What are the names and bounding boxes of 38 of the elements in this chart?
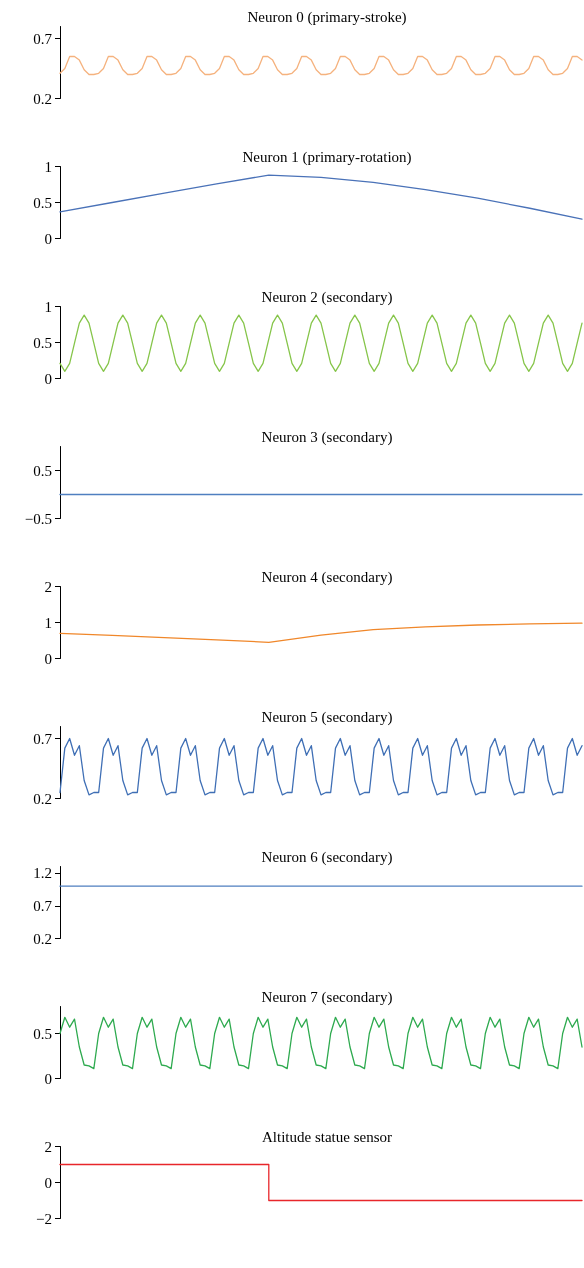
y-tick-label: 0.7 [33, 30, 53, 47]
y-tick-label: 0 [44, 1070, 52, 1087]
y-tick-label: 1 [44, 614, 52, 631]
chart-title: Neuron 0 (primary-stroke) [247, 8, 407, 26]
chart-title: Neuron 6 (secondary) [261, 848, 393, 866]
y-tick-label: 0.2 [33, 930, 52, 947]
chart-title: Neuron 3 (secondary) [261, 428, 393, 446]
y-tick-label: 0.2 [33, 90, 52, 107]
y-tick-label: 0 [44, 650, 52, 667]
y-tick-label: −2 [36, 1210, 52, 1227]
chart-title: Neuron 7 (secondary) [261, 988, 393, 1006]
line-series [59, 314, 583, 372]
chart-title: Altitude statue sensor [262, 1128, 392, 1145]
line-series [59, 737, 583, 796]
y-tick-label: 0.5 [33, 462, 52, 479]
y-tick-label: 1 [44, 158, 52, 175]
chart-title: Neuron 4 (secondary) [261, 568, 393, 586]
y-tick-label: 2 [44, 578, 52, 595]
y-tick-label: 0 [44, 370, 52, 387]
y-tick-label: 0.7 [33, 730, 53, 747]
y-tick-label: −0.5 [24, 510, 52, 527]
y-tick-label: 0.2 [33, 790, 52, 807]
line-series [59, 174, 583, 220]
y-tick-label: 0 [44, 230, 52, 247]
chart-title: Neuron 2 (secondary) [261, 288, 393, 306]
line-series [59, 55, 583, 76]
y-tick-label: 1 [44, 298, 52, 315]
y-tick-label: 0.5 [33, 334, 52, 351]
line-series [59, 622, 583, 643]
y-tick-label: 0.7 [33, 897, 53, 914]
chart-title: Neuron 5 (secondary) [261, 708, 393, 726]
chart-title: Neuron 1 (primary-rotation) [242, 148, 412, 166]
y-tick-label: 0 [44, 1174, 52, 1191]
y-tick-label: 0.5 [33, 1025, 52, 1042]
y-tick-label: 1.2 [33, 865, 52, 882]
y-tick-label: 0.5 [33, 194, 52, 211]
line-series [59, 1016, 583, 1070]
y-tick-label: 2 [44, 1138, 52, 1155]
